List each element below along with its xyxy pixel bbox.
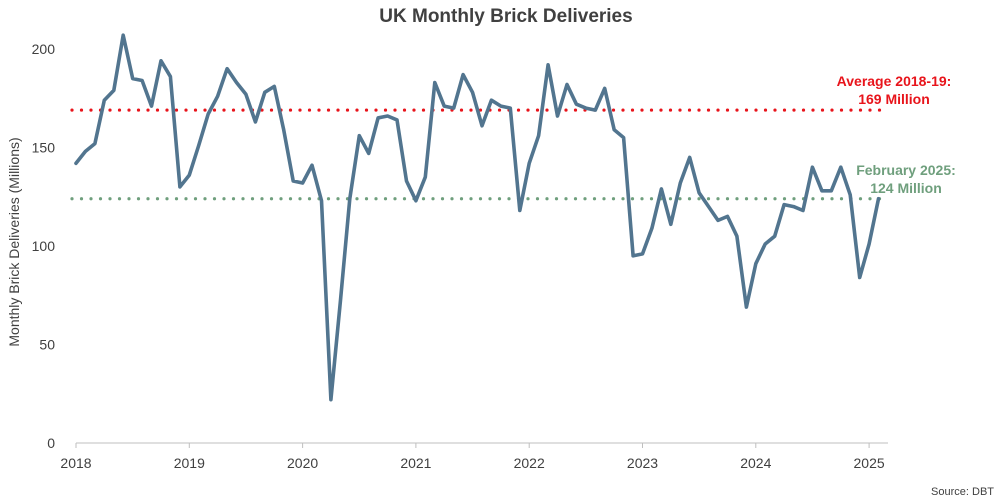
series-line-1: [74, 33, 881, 402]
y-tick-label: 50: [39, 337, 55, 353]
y-tick-label: 150: [32, 140, 56, 156]
y-tick-label: 0: [47, 435, 55, 451]
annotations: Average 2018-19: 169 Million February 2025…: [837, 73, 956, 196]
annotation-label-2-line-1: February 2025:: [856, 162, 956, 178]
reference-lines: [70, 108, 884, 201]
axes: 0 50 100 150 200 2018 2019 2020 2021 2022 2023 2024…: [32, 41, 888, 471]
y-tick-label: 200: [32, 41, 56, 57]
y-axis-label: Monthly Brick Deliveries (Millions): [6, 137, 22, 346]
series-group: [74, 33, 881, 402]
x-tick-label: 2018: [60, 455, 91, 471]
chart-title: UK Monthly Brick Deliveries: [379, 6, 632, 27]
annotation-label-2-line-2: 124 Million: [870, 180, 942, 196]
x-tick-label: 2025: [854, 455, 885, 471]
x-tick-label: 2019: [174, 455, 205, 471]
x-tick-label: 2022: [514, 455, 545, 471]
x-tick-label: 2021: [400, 455, 431, 471]
source-note: Source: DBT: [931, 486, 994, 498]
annotation-label-1-line-2: 169 Million: [858, 91, 930, 107]
x-tick-label: 2020: [287, 455, 318, 471]
x-tick-label: 2024: [740, 455, 771, 471]
annotation-label-1-line-1: Average 2018-19:: [837, 73, 952, 89]
x-tick-label: 2023: [627, 455, 658, 471]
y-tick-label: 100: [32, 238, 56, 254]
